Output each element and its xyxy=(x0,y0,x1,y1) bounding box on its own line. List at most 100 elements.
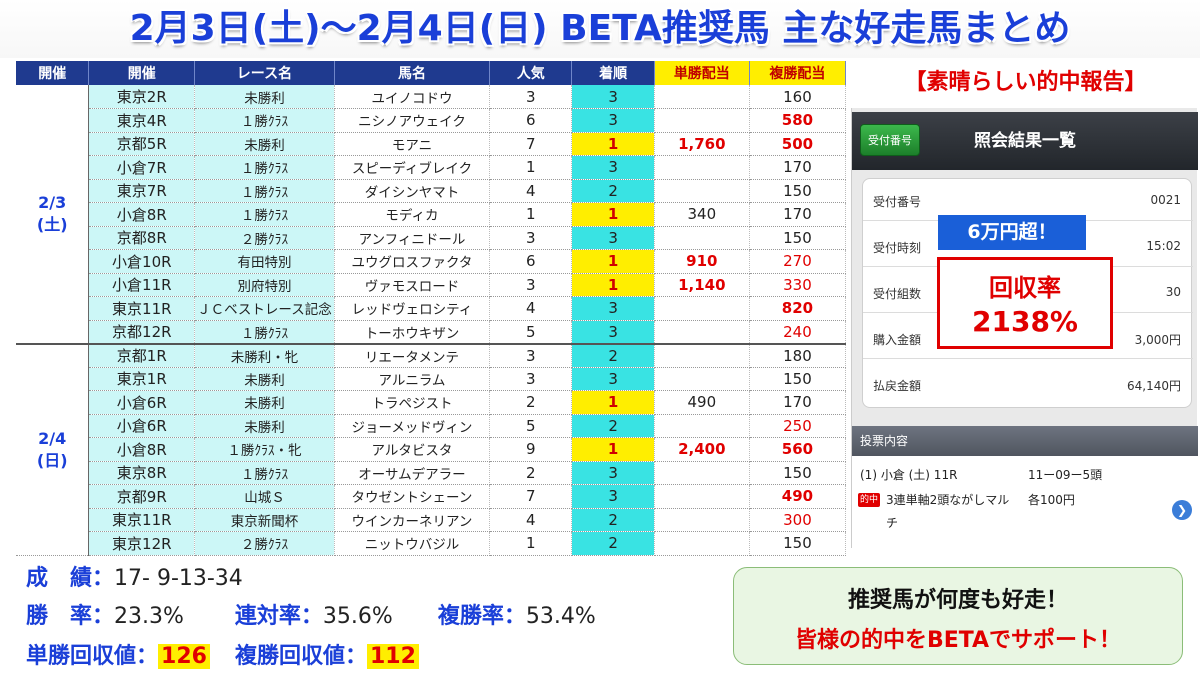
horse-name-cell: ニットウバジル xyxy=(334,531,491,556)
table-row: 京都9R 山城Ｓ タウゼントシェーン 7 3 490 xyxy=(16,484,847,509)
vote-race: (1) 小倉 (土) 11R xyxy=(860,468,958,482)
popularity-cell: 3 xyxy=(489,85,573,109)
horse-name-cell: スピーディブレイク xyxy=(334,155,491,180)
race-cell: 小倉7R xyxy=(88,155,196,180)
horse-name-cell: ウインカーネリアン xyxy=(334,508,491,532)
finish-cell: 3 xyxy=(571,320,655,344)
table-row: 2/4 (日) 京都1R 未勝利・牝 リエータメンテ 3 2 180 xyxy=(16,342,847,556)
info-row: 払戻金額 64,140円 xyxy=(863,363,1193,405)
callout-line1: 推奨馬が何度も好走！ xyxy=(847,588,1068,613)
race-cell: 京都8R xyxy=(88,226,196,250)
table-row: 小倉10R 有田特別 ユウグロスファクタ 6 1 910 270 xyxy=(16,249,847,274)
place-payout-cell: 180 xyxy=(749,342,847,368)
horse-name-cell: ダイシンヤマト xyxy=(334,179,491,203)
horse-name-cell: オーサムデアラー xyxy=(334,461,491,485)
popularity-cell: 1 xyxy=(489,202,573,227)
place-payout-cell: 300 xyxy=(749,508,847,532)
popularity-cell: 6 xyxy=(489,108,573,133)
horse-name-cell: モディカ xyxy=(334,202,491,227)
finish-cell: 3 xyxy=(571,108,655,133)
popularity-cell: 5 xyxy=(489,414,573,438)
win-payout-cell xyxy=(654,226,750,250)
info-key: 受付時刻 xyxy=(873,241,922,255)
col-race-name: レース名 xyxy=(194,61,335,85)
table-row: 小倉7R １勝ｸﾗｽ スピーディブレイク 1 3 170 xyxy=(16,155,847,180)
place-recovery-value: 112 xyxy=(366,644,419,669)
col-win-payout: 単勝配当 xyxy=(654,61,750,85)
race-name-cell: 別府特別 xyxy=(194,273,335,297)
uketsuke-button[interactable]: 受付番号 xyxy=(860,124,920,156)
race-cell: 東京12R xyxy=(88,531,196,556)
win-payout-cell xyxy=(654,484,750,509)
race-cell: 小倉6R xyxy=(88,390,196,415)
record-value: 17- 9-13-34 xyxy=(114,566,243,591)
table-row: 2/3 (土) 東京2R 未勝利 ユイノコドウ 3 3 160 xyxy=(16,85,847,344)
race-cell: 小倉11R xyxy=(88,273,196,297)
popularity-cell: 3 xyxy=(489,367,573,391)
race-name-cell: １勝ｸﾗｽ xyxy=(194,202,335,227)
record-label: 成 績： xyxy=(26,566,115,591)
race-cell: 東京2R xyxy=(88,85,196,109)
finish-cell: 3 xyxy=(571,296,655,321)
vote-bet-type-cont: チ xyxy=(886,516,899,530)
race-name-cell: 東京新聞杯 xyxy=(194,508,335,532)
place-payout-cell: 580 xyxy=(749,108,847,133)
finish-cell: 1 xyxy=(571,202,655,227)
table-row: 京都12R １勝ｸﾗｽ トーホウキザン 5 3 240 xyxy=(16,320,847,344)
table-row: 小倉8R １勝ｸﾗｽ モディカ 1 1 340 170 xyxy=(16,202,847,227)
finish-cell: 3 xyxy=(571,367,655,391)
col-place-payout: 複勝配当 xyxy=(749,61,847,85)
finish-cell: 1 xyxy=(571,249,655,274)
table-body: 2/3 (土) 東京2R 未勝利 ユイノコドウ 3 3 160 東京4R １勝ｸﾗｽ ニシノアウェ… xyxy=(16,85,847,556)
chevron-right-icon[interactable]: ❯ xyxy=(1172,500,1192,520)
info-value: 15:02 xyxy=(1146,239,1181,253)
vote-stake: 各100円 xyxy=(1028,493,1075,507)
place-payout-cell: 150 xyxy=(749,367,847,391)
table-row: 東京4R １勝ｸﾗｽ ニシノアウェイク 6 3 580 xyxy=(16,108,847,133)
table-row: 小倉6R 未勝利 ジョーメッドヴィン 5 2 250 xyxy=(16,414,847,438)
win-rate-value: 23.3% xyxy=(114,604,184,629)
col-kaisai-race: 開催 xyxy=(88,61,196,85)
table-row: 東京12R ２勝ｸﾗｽ ニットウバジル 1 2 150 xyxy=(16,531,847,556)
popularity-cell: 7 xyxy=(489,132,573,156)
vote-header: 投票内容 xyxy=(852,426,1198,456)
race-name-cell: ２勝ｸﾗｽ xyxy=(194,531,335,556)
place-payout-cell: 250 xyxy=(749,414,847,438)
popularity-cell: 4 xyxy=(489,508,573,532)
horse-name-cell: トラペジスト xyxy=(334,390,491,415)
info-row: 購入金額 3,000円 xyxy=(863,317,1193,359)
win-payout-cell xyxy=(654,296,750,321)
race-name-cell: 未勝利・牝 xyxy=(194,342,335,368)
race-cell: 京都12R xyxy=(88,320,196,344)
table-row: 京都8R ２勝ｸﾗｽ アンフィニドール 3 3 150 xyxy=(16,226,847,250)
finish-cell: 3 xyxy=(571,484,655,509)
recovery-rate-value: 2138% xyxy=(972,305,1078,338)
win-payout-cell: 910 xyxy=(654,249,750,274)
popularity-cell: 1 xyxy=(489,155,573,180)
info-row: 受付時刻 15:02 xyxy=(863,225,1193,267)
place-payout-cell: 500 xyxy=(749,132,847,156)
race-name-cell: 未勝利 xyxy=(194,414,335,438)
place-recovery-label: 複勝回収値： xyxy=(234,644,367,669)
recovery-rate-label: 回収率 xyxy=(989,274,1061,302)
race-name-cell: １勝ｸﾗｽ xyxy=(194,461,335,485)
place-rate-label: 複勝率： xyxy=(437,604,526,629)
race-name-cell: １勝ｸﾗｽ xyxy=(194,155,335,180)
date-cell: 2/3 (土) xyxy=(16,85,90,344)
win-payout-cell xyxy=(654,85,750,109)
race-name-cell: ＪＣベストレース記念 xyxy=(194,296,335,321)
win-payout-cell xyxy=(654,367,750,391)
col-kaisai-date: 開催 xyxy=(16,61,90,85)
table-row: 京都5R 未勝利 モアニ 7 1 1,760 500 xyxy=(16,132,847,156)
stat-record: 成 績：17- 9-13-34 xyxy=(26,560,243,592)
table-row: 小倉8R １勝ｸﾗｽ・牝 アルタビスタ 9 1 2,400 560 xyxy=(16,437,847,462)
table-row: 小倉11R 別府特別 ヴァモスロード 3 1 1,140 330 xyxy=(16,273,847,297)
race-name-cell: ２勝ｸﾗｽ xyxy=(194,226,335,250)
vote-body[interactable]: (1) 小倉 (土) 11R 11ー09ー5頭 的中 3連単軸2頭ながしマル 各… xyxy=(852,456,1198,548)
over-badge: 6万円超！ xyxy=(938,215,1086,250)
win-payout-cell: 490 xyxy=(654,390,750,415)
race-name-cell: 未勝利 xyxy=(194,132,335,156)
info-key: 払戻金額 xyxy=(873,379,922,393)
place-payout-cell: 170 xyxy=(749,390,847,415)
race-name-cell: １勝ｸﾗｽ・牝 xyxy=(194,437,335,462)
